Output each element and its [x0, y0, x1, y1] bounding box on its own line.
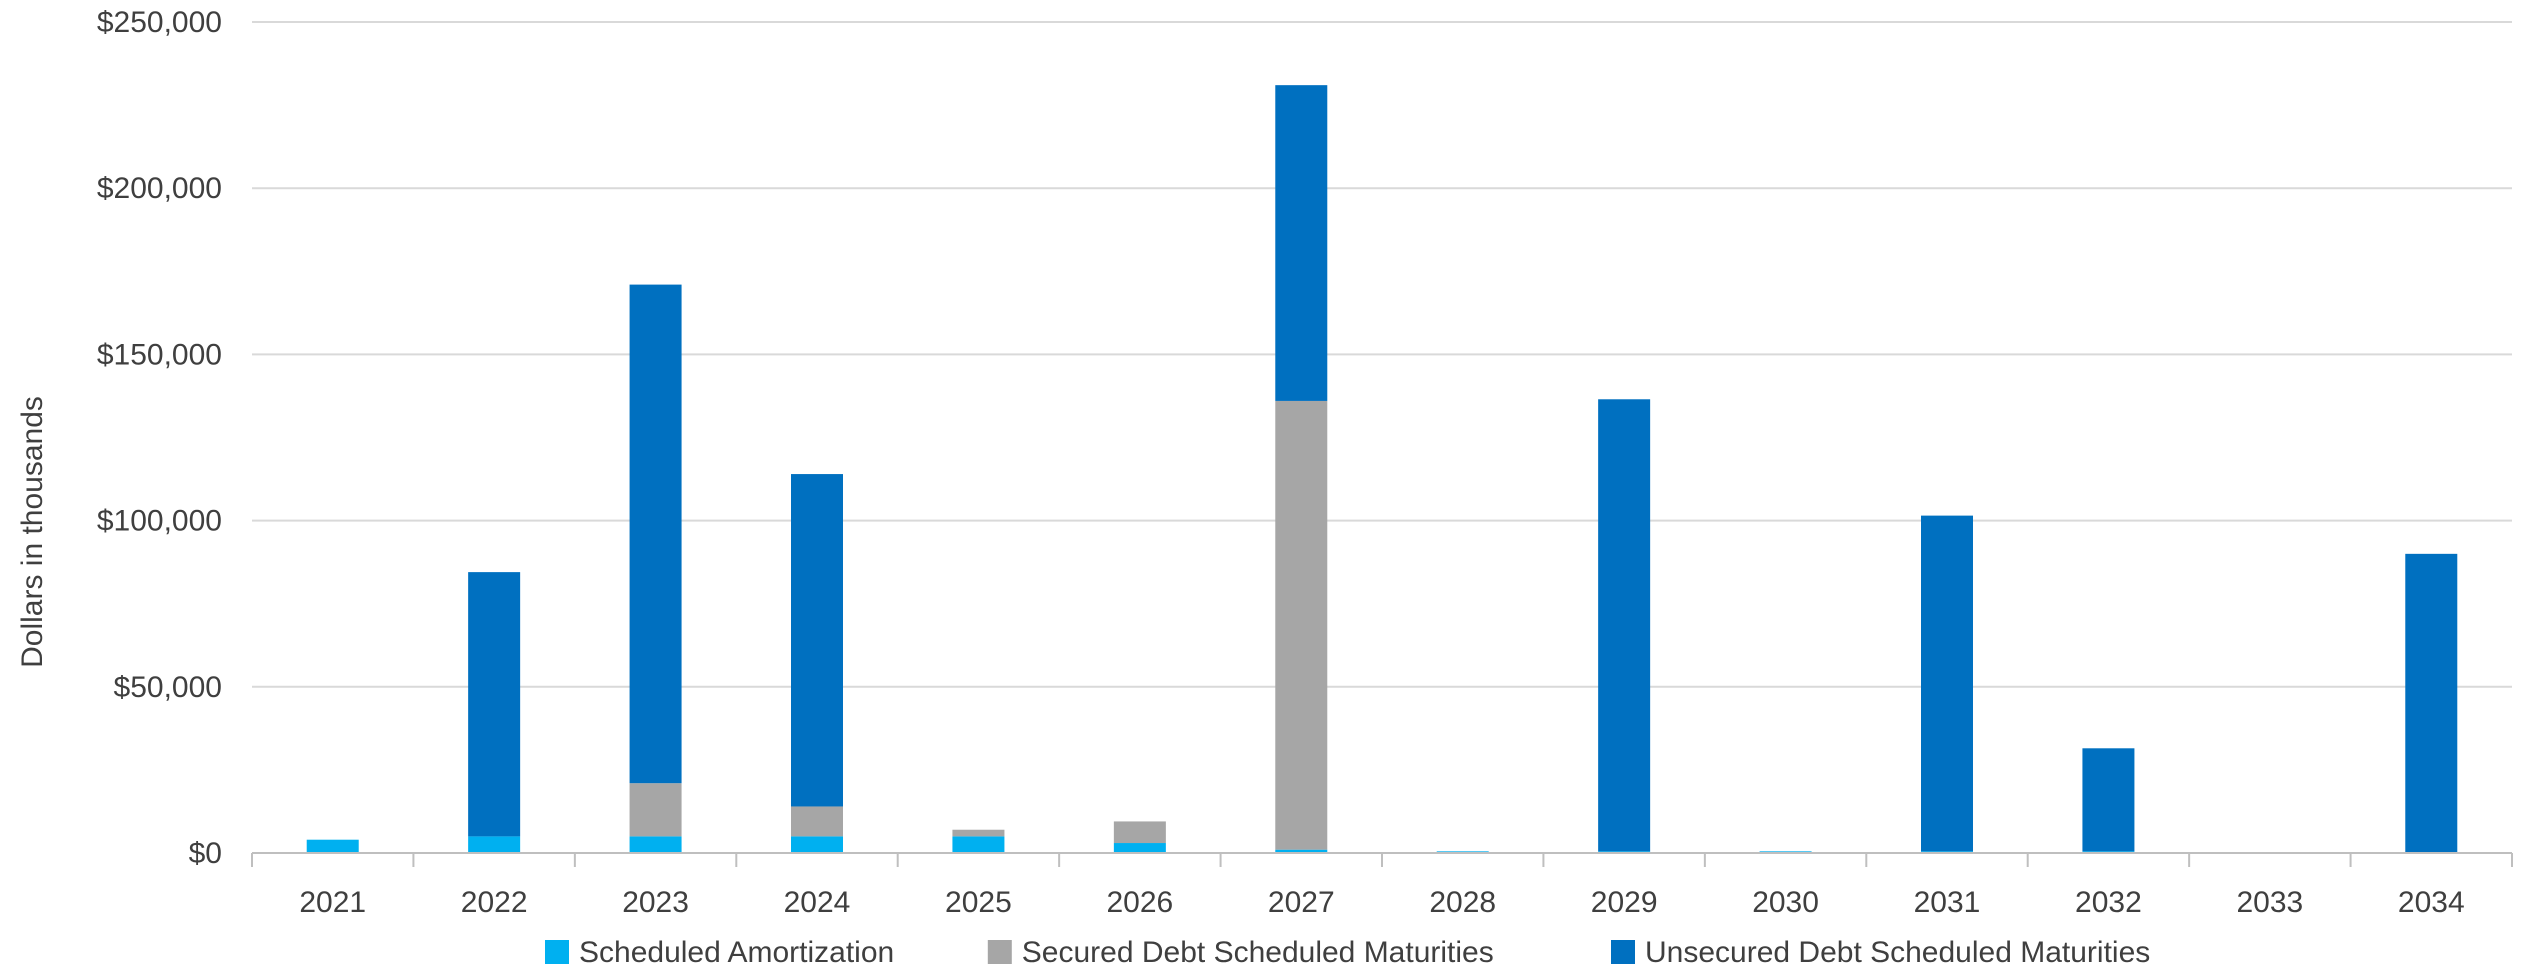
legend-swatch-series-2 — [987, 940, 1012, 964]
x-tick-label: 2022 — [461, 886, 528, 919]
bar-segment-2031-series-3 — [1921, 515, 1973, 852]
bar-segment-2026-series-1 — [1113, 843, 1166, 853]
x-tick-label: 2024 — [784, 886, 851, 919]
bar-segment-2027-series-1 — [1275, 849, 1328, 853]
bar-segment-2025-series-1 — [952, 836, 1005, 853]
legend-swatch-series-1 — [545, 940, 569, 964]
bar-segment-2021-series-1 — [306, 839, 359, 853]
bar-segment-2024-series-3 — [791, 474, 843, 807]
legend: Scheduled Amortization Secured Debt Sched… — [545, 936, 2150, 969]
bar-segment-2029-series-3 — [1598, 399, 1651, 852]
y-axis-label: Dollars in thousands — [16, 396, 49, 668]
y-tick-label: $200,000 — [97, 172, 222, 205]
bar-segment-2022-series-1 — [468, 836, 521, 853]
y-tick-label: $100,000 — [97, 505, 222, 538]
x-tick-label: 2031 — [1914, 886, 1981, 919]
bar-segment-2024-series-2 — [791, 806, 843, 837]
bar-segment-2025-series-2 — [952, 829, 1005, 837]
legend-label-series-1: Scheduled Amortization — [579, 936, 894, 969]
axes: $0 $50,000 $100,000 $150,000 $200,000 $250,00… — [97, 6, 2513, 919]
bar-segment-2027-series-3 — [1275, 85, 1328, 401]
legend-swatch-series-3 — [1611, 940, 1635, 964]
bar-segment-2032-series-3 — [2082, 748, 2135, 852]
gridlines — [252, 21, 2512, 688]
x-tick-label: 2021 — [299, 886, 366, 919]
y-tick-label: $150,000 — [97, 338, 222, 371]
y-tick-label: $250,000 — [97, 6, 222, 39]
bar-segment-2023-series-2 — [629, 783, 682, 837]
bar-segment-2022-series-3 — [468, 572, 521, 837]
bar-segment-2027-series-2 — [1275, 400, 1328, 850]
x-tick-label: 2030 — [1752, 886, 1819, 919]
x-tick-label: 2025 — [945, 886, 1012, 919]
bar-segment-2023-series-1 — [629, 836, 682, 853]
x-tick-label: 2023 — [622, 886, 689, 919]
x-tick-label: 2027 — [1268, 886, 1335, 919]
x-tick-label: 2032 — [2075, 886, 2142, 919]
y-tick-label: $50,000 — [114, 671, 222, 704]
x-tick-label: 2034 — [2398, 886, 2465, 919]
x-tick-label: 2029 — [1591, 886, 1658, 919]
bars — [306, 85, 2458, 853]
bar-segment-2024-series-1 — [791, 836, 843, 853]
x-tick-label: 2026 — [1106, 886, 1173, 919]
bar-segment-2026-series-2 — [1113, 821, 1166, 844]
legend-label-series-3: Unsecured Debt Scheduled Maturities — [1645, 936, 2150, 969]
x-tick-label: 2033 — [2236, 886, 2303, 919]
y-tick-label: $0 — [189, 837, 222, 870]
x-tick-label: 2028 — [1429, 886, 1496, 919]
legend-label-series-2: Secured Debt Scheduled Maturities — [1022, 936, 1494, 969]
bar-segment-2034-series-3 — [2405, 553, 2458, 853]
bar-segment-2023-series-3 — [629, 284, 682, 784]
